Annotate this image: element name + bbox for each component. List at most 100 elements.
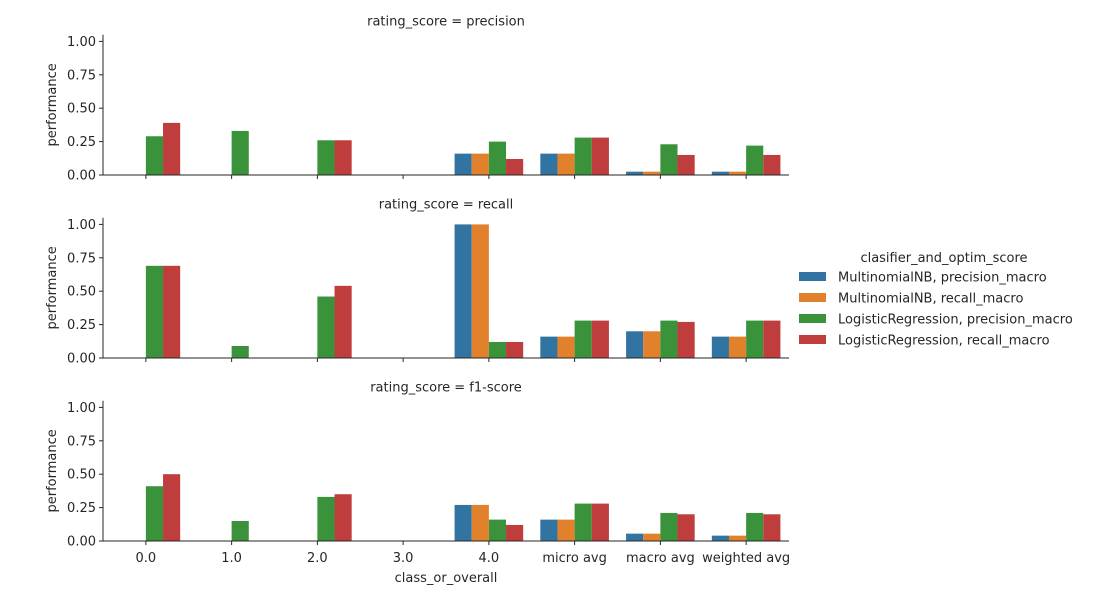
- bar: [334, 285, 352, 358]
- bar: [763, 320, 781, 358]
- legend-swatch: [799, 272, 826, 281]
- bar: [317, 496, 335, 541]
- bar: [626, 171, 644, 175]
- bar: [506, 341, 524, 358]
- x-tick-labels: 0.0 1.0 2.0 3.0 4.0 micro avg macro avg weighte…: [136, 551, 791, 566]
- bar: [145, 486, 164, 541]
- x-tick-label: 3.0: [393, 551, 414, 566]
- x-tick-label: micro avg: [542, 551, 606, 566]
- bar: [711, 171, 729, 175]
- panel-title: rating_score = precision: [367, 15, 525, 30]
- bar: [660, 512, 678, 541]
- x-tick-label: 0.0: [136, 551, 157, 566]
- y-tick-label: 1.00: [67, 218, 96, 233]
- bar: [677, 514, 695, 541]
- x-tick-label: weighted avg: [702, 551, 790, 566]
- y-tick-label: 0.00: [67, 352, 96, 367]
- bar: [506, 524, 524, 541]
- bar: [660, 144, 678, 175]
- bar: [591, 320, 609, 358]
- y-tick-label: 0.00: [67, 169, 96, 184]
- bar: [454, 504, 472, 541]
- y-tick-label: 0.50: [67, 468, 96, 483]
- bar: [763, 154, 781, 175]
- y-tick-label: 0.25: [67, 135, 96, 150]
- bar: [557, 153, 575, 175]
- legend: clasifier_and_optim_score MultinomialNB,…: [799, 251, 1073, 349]
- y-tick-label: 0.75: [67, 251, 96, 266]
- bar: [643, 533, 661, 541]
- legend-label: MultinomialNB, precision_macro: [838, 271, 1047, 286]
- y-tick-label: 0.75: [67, 434, 96, 449]
- bar: [145, 265, 164, 358]
- bar: [540, 519, 558, 541]
- x-tick-label: macro avg: [626, 551, 695, 566]
- bar: [763, 514, 781, 541]
- bar: [231, 345, 249, 358]
- bar: [643, 171, 661, 175]
- y-tick-label: 1.00: [67, 401, 96, 416]
- y-tick-label: 0.25: [67, 501, 96, 516]
- facet-panel: rating_score = precision 0.00 0.25 0.50 0.75…: [45, 15, 789, 184]
- bar: [591, 137, 609, 175]
- bar: [746, 320, 764, 358]
- facet-panels: rating_score = precision 0.00 0.25 0.50 0.75…: [45, 15, 789, 550]
- y-tick-label: 0.50: [67, 102, 96, 117]
- bar: [163, 265, 181, 358]
- legend-label: MultinomialNB, recall_macro: [838, 292, 1023, 307]
- legend-swatch: [799, 293, 826, 302]
- bar: [626, 331, 644, 358]
- y-tick-label: 1.00: [67, 35, 96, 50]
- bar: [728, 535, 747, 541]
- bar: [711, 535, 729, 541]
- bar: [746, 145, 764, 175]
- y-tick-label: 0.50: [67, 285, 96, 300]
- bar: [660, 320, 678, 358]
- bar: [317, 296, 335, 358]
- y-axis-label: performance: [45, 63, 60, 146]
- bar: [626, 533, 644, 541]
- bar: [231, 520, 249, 541]
- bar: [471, 224, 489, 358]
- facet-panel: rating_score = recall 0.00 0.25 0.50 0.75 1.0…: [45, 198, 789, 367]
- bar: [163, 474, 181, 541]
- y-tick-label: 0.25: [67, 318, 96, 333]
- bar: [317, 140, 335, 175]
- y-axis-label: performance: [45, 429, 60, 512]
- y-tick-label: 0.75: [67, 68, 96, 83]
- y-tick-label: 0.00: [67, 535, 96, 550]
- legend-items: MultinomialNB, precision_macro Multinomia…: [799, 271, 1073, 349]
- bar: [488, 519, 507, 541]
- bar: [334, 140, 352, 175]
- bar: [574, 320, 592, 358]
- bar: [506, 158, 524, 175]
- facet-panel: rating_score = f1-score 0.00 0.25 0.50 0.75 1…: [45, 381, 789, 550]
- bar: [574, 137, 592, 175]
- x-axis-label: class_or_overall: [395, 571, 498, 586]
- bar: [677, 321, 695, 358]
- bar: [728, 336, 747, 358]
- bar: [231, 130, 249, 175]
- bar: [145, 136, 164, 175]
- bar: [574, 503, 592, 541]
- bar: [471, 153, 489, 175]
- bar: [557, 519, 575, 541]
- bar: [711, 336, 729, 358]
- legend-label: LogisticRegression, precision_macro: [838, 313, 1073, 328]
- bar: [540, 153, 558, 175]
- x-tick-label: 2.0: [307, 551, 328, 566]
- bar: [454, 153, 472, 175]
- legend-swatch: [799, 314, 826, 323]
- x-tick-label: 4.0: [479, 551, 500, 566]
- bar: [591, 503, 609, 541]
- bar: [488, 341, 507, 358]
- bar: [454, 224, 472, 358]
- panel-title: rating_score = f1-score: [370, 381, 522, 396]
- bar: [728, 171, 747, 175]
- bar: [488, 141, 507, 175]
- bar: [746, 512, 764, 541]
- bar: [677, 154, 695, 175]
- bar: [540, 336, 558, 358]
- bar: [334, 494, 352, 541]
